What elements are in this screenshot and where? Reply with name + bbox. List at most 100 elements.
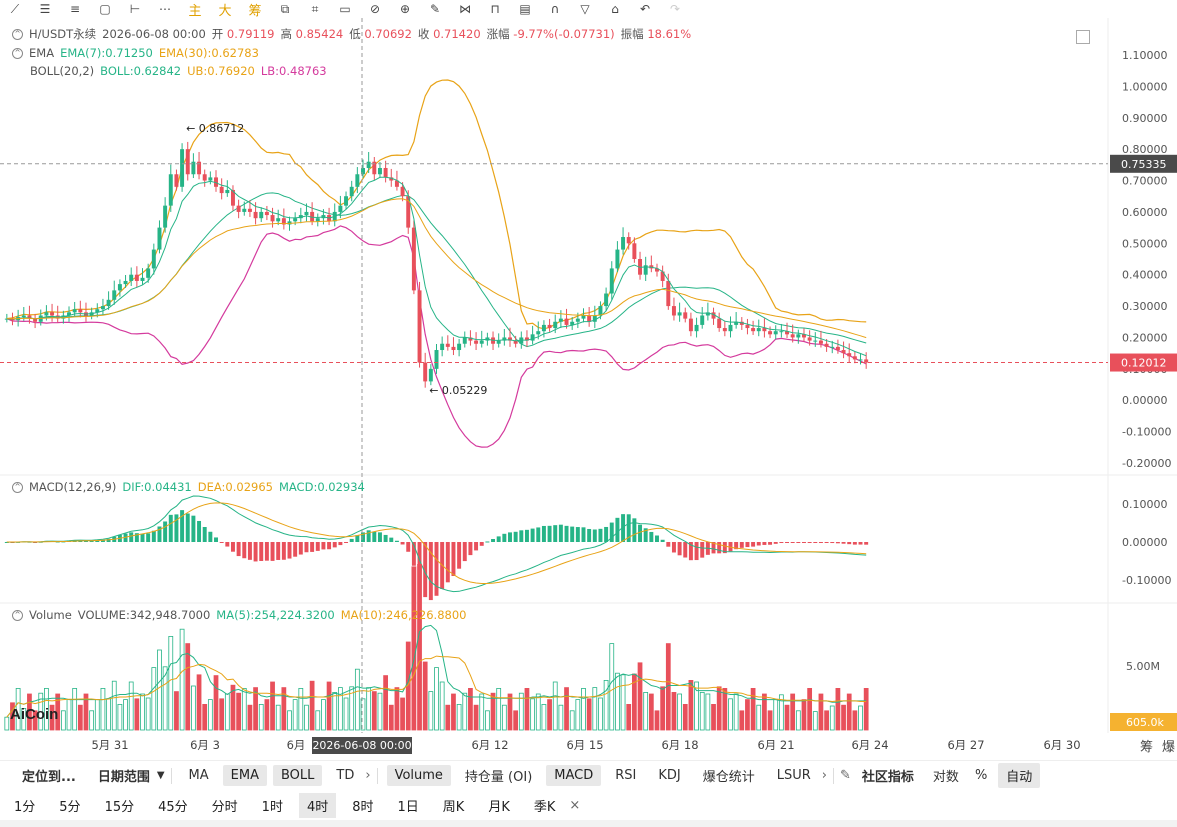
hline-tool-icon[interactable]: ☰	[39, 2, 51, 16]
date-range-button[interactable]: 日期范围	[97, 770, 150, 785]
more-tools-icon[interactable]: ⋯	[159, 2, 171, 16]
channel-tool-icon[interactable]: ≡	[69, 2, 81, 16]
candle-body	[33, 318, 38, 322]
redo-icon[interactable]: ↷	[669, 2, 681, 16]
locate-button[interactable]: 定位到...	[22, 770, 76, 785]
tf-8h[interactable]: 8时	[352, 799, 374, 815]
tf-quarter[interactable]: 季K	[533, 799, 556, 815]
copy-icon[interactable]: ⧉	[280, 1, 290, 16]
ema30-line	[6, 198, 867, 339]
volume-last-box	[1110, 713, 1177, 731]
macd-toggle-icon[interactable]: ^	[12, 481, 23, 493]
main-ema-button[interactable]: EMA	[222, 765, 267, 786]
sub-oi-button[interactable]: 持仓量 (OI)	[464, 770, 533, 785]
macd-histogram-bar	[570, 526, 575, 542]
sub-volume-button[interactable]: Volume	[386, 765, 451, 786]
tf-5m[interactable]: 5分	[59, 799, 81, 815]
macd-histogram-bar	[434, 542, 439, 596]
macd-histogram-bar	[259, 542, 264, 561]
big-order-button[interactable]: 大	[218, 3, 232, 19]
tf-1d[interactable]: 1日	[397, 799, 419, 815]
trash-icon[interactable]: ⌂	[611, 2, 619, 16]
community-indicator-button[interactable]: 社区指标	[861, 770, 914, 785]
macd-name: MACD(12,26,9)	[29, 480, 117, 494]
macd-histogram-bar	[756, 542, 761, 546]
volume-bar	[332, 692, 338, 731]
volume-bar	[592, 687, 598, 731]
volume-bar	[343, 697, 349, 731]
tf-1h[interactable]: 1时	[261, 799, 283, 815]
chart-area[interactable]: 1.10000 1.00000 0.90000 0.80000 0.70000 0.600…	[0, 18, 1177, 758]
candle-body	[67, 312, 71, 316]
volume-toggle-icon[interactable]: ^	[12, 609, 23, 621]
macd-histogram-bar	[451, 542, 456, 577]
price-range-icon[interactable]: ⊢	[129, 2, 141, 16]
chip-button[interactable]: 筹	[248, 3, 262, 19]
time-tick-label: 5月 31	[91, 738, 128, 752]
candle-body	[174, 174, 179, 187]
dea-value: DEA:0.02965	[197, 480, 273, 494]
lock-icon[interactable]: ⊓	[490, 2, 500, 16]
macd-histogram-bar	[134, 533, 139, 542]
ruler-icon[interactable]: ⊘	[369, 2, 381, 16]
main-force-button[interactable]: 主	[188, 3, 202, 19]
sub-lsur-button[interactable]: LSUR	[776, 768, 811, 783]
volume-bar	[162, 666, 168, 731]
filter-icon[interactable]: ▽	[580, 2, 590, 16]
divider	[170, 767, 172, 784]
candle-body	[536, 331, 541, 335]
volume-bar	[32, 710, 38, 731]
close-icon[interactable]: ×	[569, 797, 581, 813]
candle-body	[304, 211, 309, 216]
chevron-right-icon[interactable]: ›	[821, 768, 827, 783]
auto-scale-button[interactable]: 自动	[998, 763, 1041, 788]
template-icon[interactable]: ▤	[519, 2, 531, 16]
measure-icon[interactable]: ⌗	[311, 1, 319, 16]
main-ma-button[interactable]: MA	[188, 768, 209, 783]
percent-scale-button[interactable]: %	[974, 768, 988, 783]
volume-bar	[530, 698, 535, 731]
volume-bar	[682, 704, 688, 731]
rect-tool-icon[interactable]: ▢	[99, 2, 111, 16]
sub-kdj-button[interactable]: KDJ	[658, 768, 681, 783]
chart-svg[interactable]: 1.10000 1.00000 0.90000 0.80000 0.70000 0.600…	[0, 18, 1177, 758]
crosshair-time-label: 2026-06-08 00:00	[312, 739, 411, 752]
tf-4h[interactable]: 4时	[298, 792, 337, 818]
magnet-icon[interactable]: ∩	[550, 2, 560, 16]
sub-liquidation-button[interactable]: 爆仓统计	[702, 770, 755, 785]
macd-histogram-bar	[677, 542, 682, 556]
macd-histogram-bar	[485, 541, 490, 543]
log-scale-button[interactable]: 对数	[932, 770, 959, 785]
macd-histogram-bar	[95, 540, 100, 542]
macd-histogram-bar	[428, 542, 433, 601]
ema-legend: ^ EMA EMA(7):0.71250 EMA(30):0.62783	[12, 46, 259, 60]
main-boll-button[interactable]: BOLL	[272, 765, 323, 786]
tf-15m[interactable]: 15分	[104, 799, 135, 815]
zoom-in-icon[interactable]: ⊕	[399, 2, 411, 16]
volume-bar	[852, 710, 858, 731]
fullscreen-icon[interactable]	[1076, 30, 1090, 44]
tf-timeshare[interactable]: 分时	[211, 799, 238, 815]
undo-icon[interactable]: ↶	[639, 2, 651, 16]
candle-body	[609, 268, 614, 294]
tf-45m[interactable]: 45分	[158, 799, 188, 815]
macd-histogram-bar	[479, 542, 484, 546]
tf-1m[interactable]: 1分	[14, 799, 36, 815]
collapse-icon[interactable]: ^	[12, 28, 23, 40]
note-icon[interactable]: ▭	[339, 2, 351, 16]
pattern-icon[interactable]: ⋈	[459, 2, 471, 16]
main-td-button[interactable]: TD	[336, 768, 355, 783]
ema-toggle-icon[interactable]: ^	[12, 47, 23, 59]
brush-icon[interactable]: ✎	[429, 2, 441, 16]
tf-1mo[interactable]: 月K	[488, 799, 510, 815]
sub-macd-button[interactable]: MACD	[546, 765, 602, 786]
sub-rsi-button[interactable]: RSI	[615, 768, 637, 783]
tf-1w[interactable]: 周K	[442, 799, 465, 815]
volume-bar	[829, 705, 835, 731]
edit-icon[interactable]: ✎	[840, 768, 851, 783]
volume-bar	[722, 688, 728, 731]
macd-histogram-bar	[168, 514, 173, 542]
chevron-right-icon[interactable]: ›	[365, 768, 371, 783]
ema30-value: EMA(30):0.62783	[158, 46, 259, 60]
line-tool-icon[interactable]: ⟋	[10, 1, 20, 16]
